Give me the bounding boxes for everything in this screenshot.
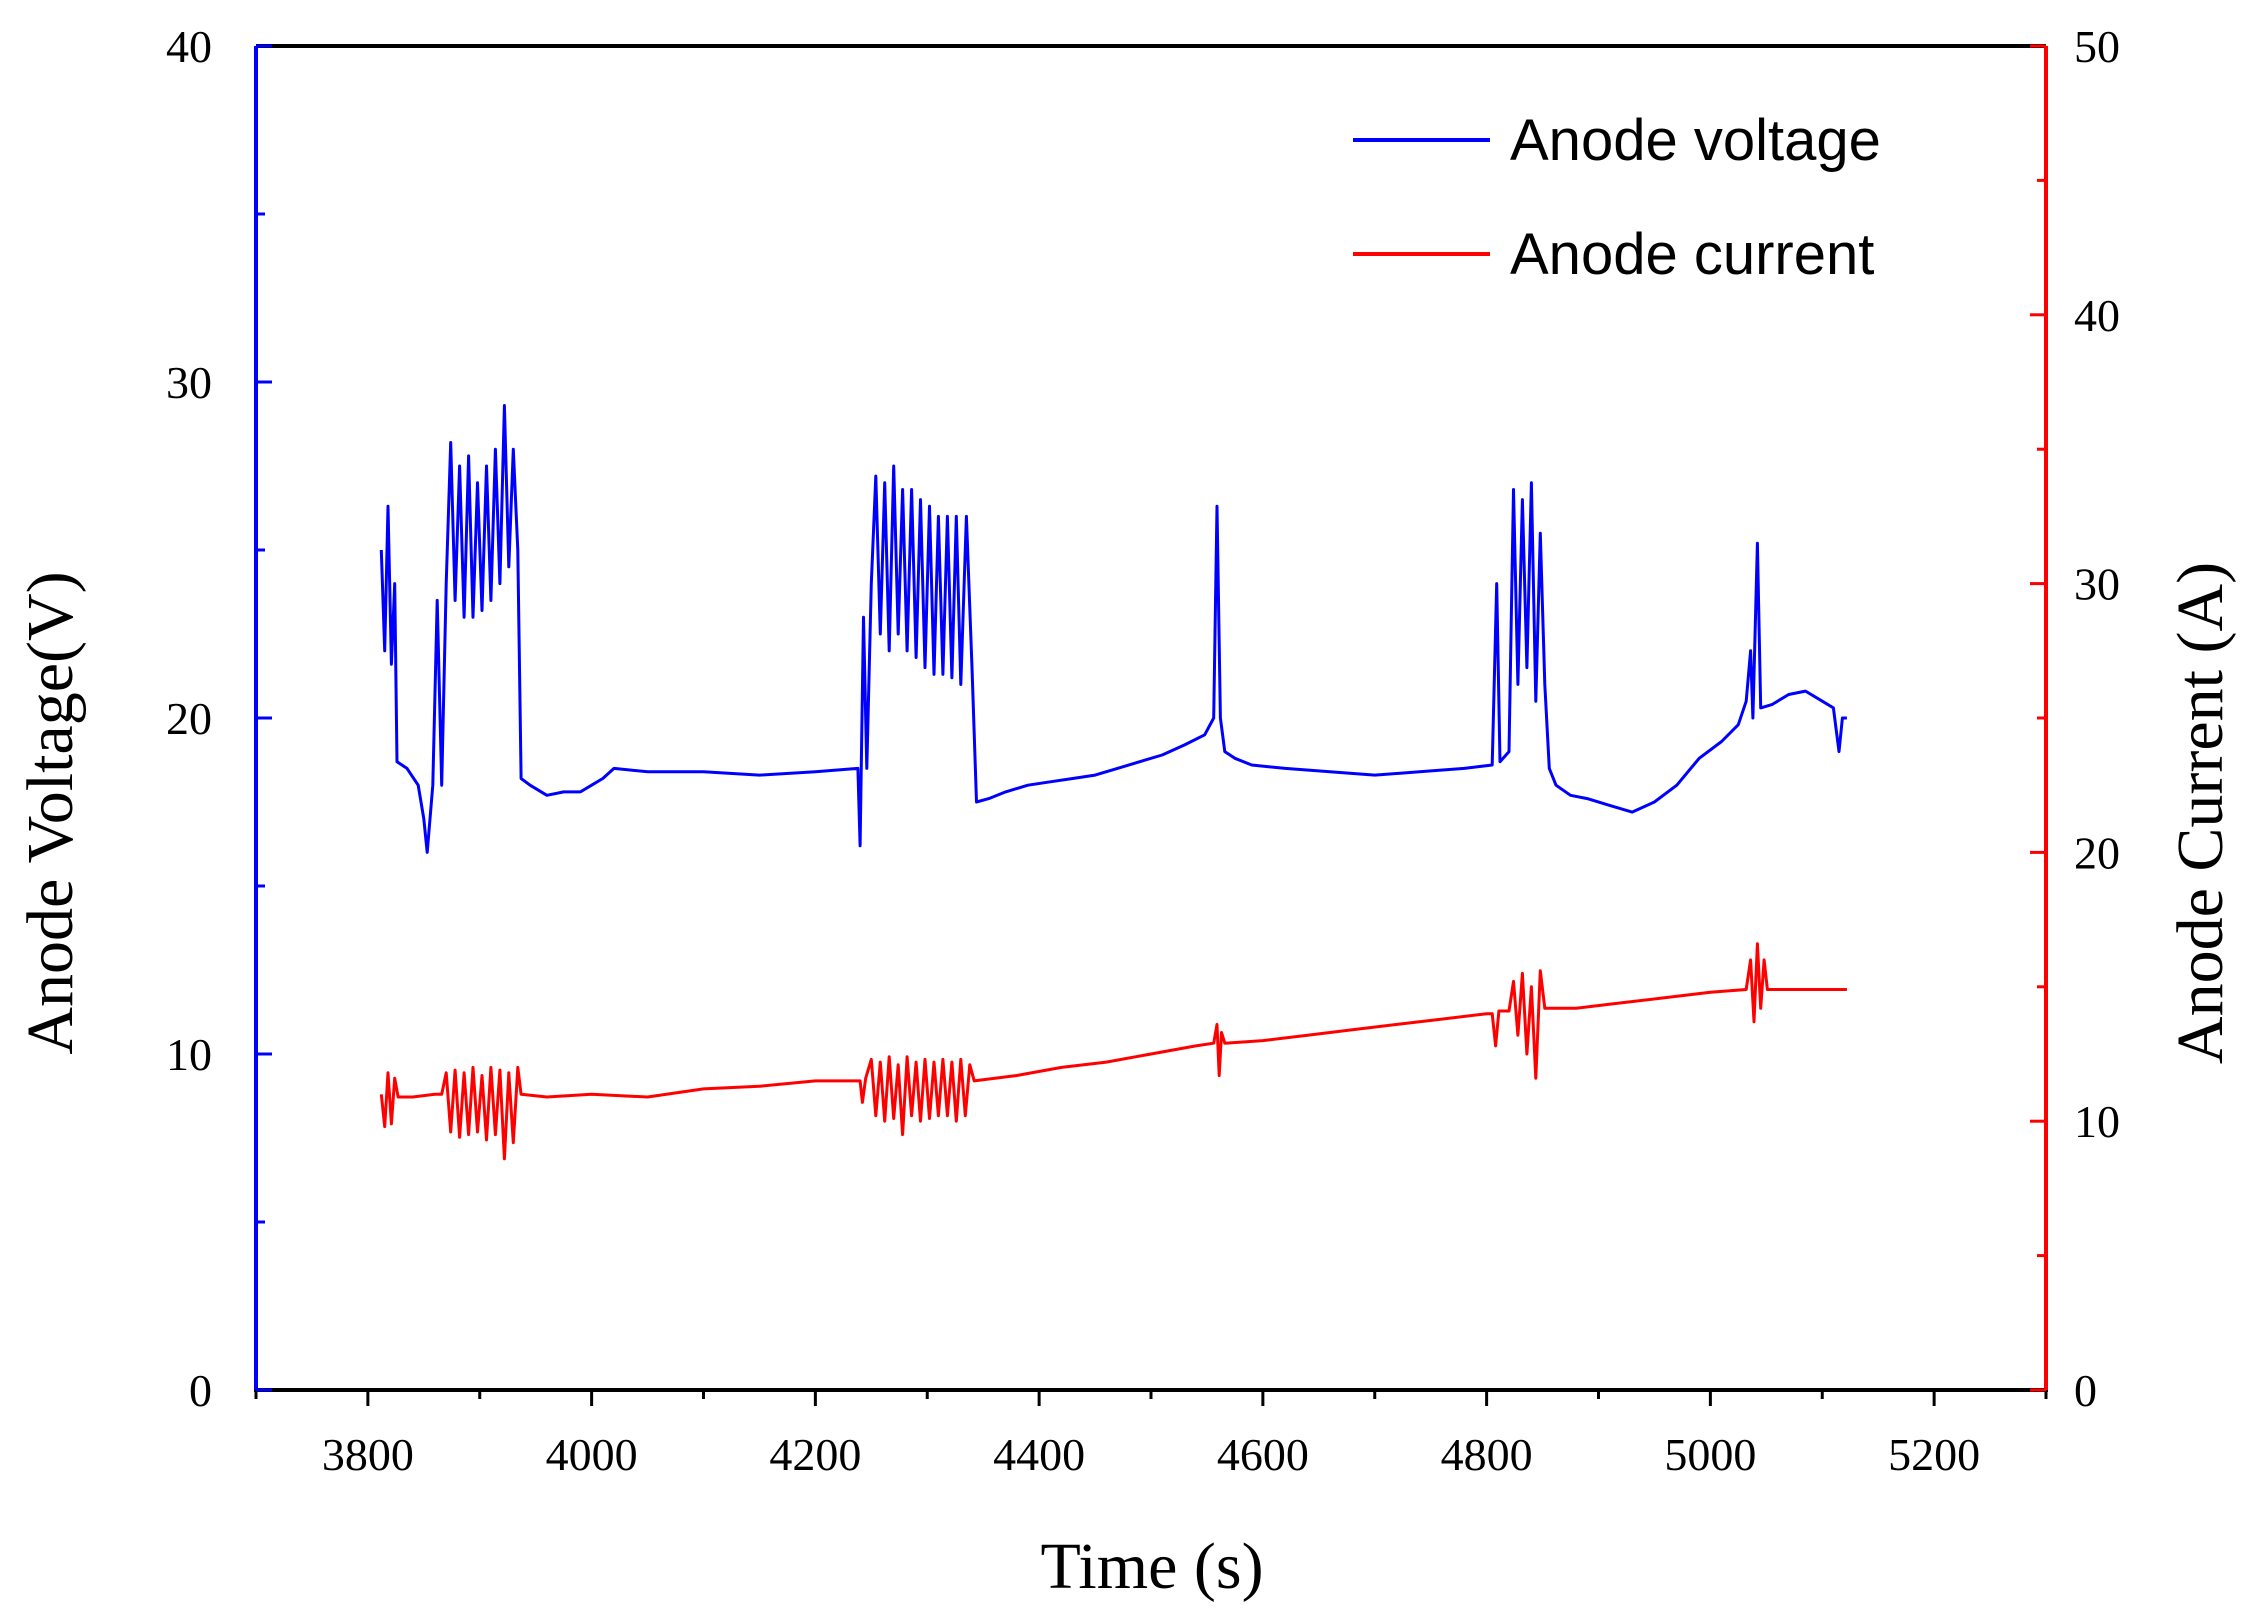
x-tick-label: 4800 xyxy=(1441,1429,1533,1480)
y-right-tick-label: 0 xyxy=(2074,1365,2097,1416)
x-axis-title: Time (s) xyxy=(1040,1530,1263,1603)
x-tick-label: 4400 xyxy=(993,1429,1085,1480)
x-tick-label: 4200 xyxy=(769,1429,861,1480)
y-right-tick-label: 50 xyxy=(2074,21,2120,72)
legend: Anode voltage Anode current xyxy=(1353,108,1881,287)
series-line-current xyxy=(379,942,1847,1161)
y-right-tick-label: 20 xyxy=(2074,827,2120,878)
y-left-tick-label: 40 xyxy=(166,21,212,72)
y-left-tick-label: 20 xyxy=(166,693,212,744)
plot-series xyxy=(379,404,1847,1161)
x-tick-label: 5000 xyxy=(1664,1429,1756,1480)
y-right-tick-label: 10 xyxy=(2074,1096,2120,1147)
ticks: 3800 4000 4200 4400 4600 4800 5000 5200 0 10 20 30 4… xyxy=(166,21,2120,1480)
x-tick-label: 5200 xyxy=(1888,1429,1980,1480)
y-axis-right-title: Anode Current (A) xyxy=(2164,562,2237,1064)
x-tick-label: 3800 xyxy=(322,1429,414,1480)
y-axis-left-title: Anode Voltage(V) xyxy=(14,571,87,1054)
y-left-tick-label: 0 xyxy=(189,1365,212,1416)
x-tick-label: 4000 xyxy=(546,1429,638,1480)
y-right-tick-label: 30 xyxy=(2074,559,2120,610)
legend-label-voltage: Anode voltage xyxy=(1510,108,1881,173)
y-left-tick-label: 10 xyxy=(166,1029,212,1080)
y-right-tick-label: 40 xyxy=(2074,290,2120,341)
legend-label-current: Anode current xyxy=(1510,222,1874,287)
series-line-voltage xyxy=(379,404,1847,854)
x-tick-label: 4600 xyxy=(1217,1429,1309,1480)
y-left-tick-label: 30 xyxy=(166,357,212,408)
